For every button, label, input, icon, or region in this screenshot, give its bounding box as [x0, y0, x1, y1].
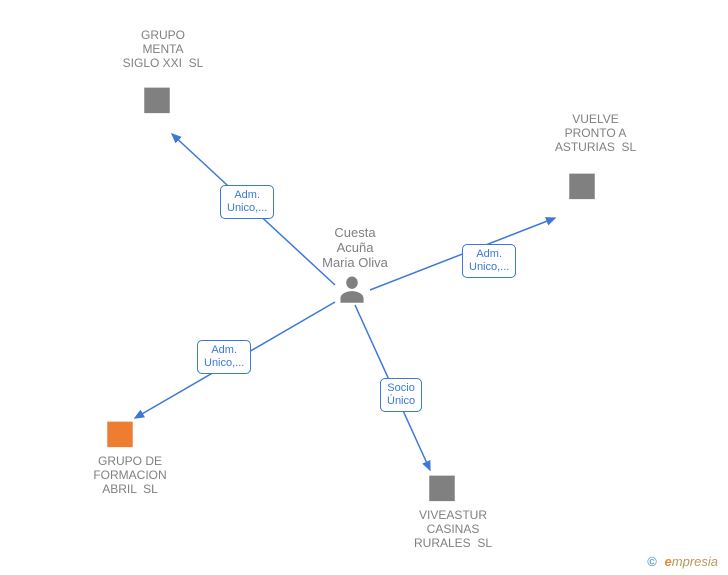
- node-label-grupo-formacion: GRUPO DE FORMACION ABRIL SL: [85, 454, 175, 496]
- node-label-viveastur: VIVEASTUR CASINAS RURALES SL: [408, 508, 498, 550]
- edge-label: Adm. Unico,...: [462, 244, 516, 278]
- copyright-symbol: ©: [647, 554, 657, 569]
- edge-label: Adm. Unico,...: [220, 185, 274, 219]
- node-label-vuelve-pronto: VUELVE PRONTO A ASTURIAS SL: [548, 112, 643, 154]
- building-icon: [425, 470, 459, 504]
- edge-label: Adm. Unico,...: [197, 340, 251, 374]
- network-diagram: { "diagram": { "type": "network", "backg…: [0, 0, 728, 575]
- edge-label: Socio Único: [380, 378, 422, 412]
- building-icon: [140, 82, 174, 116]
- brand-name: empresia: [665, 554, 718, 569]
- center-node-label: Cuesta Acuña Maria Oliva: [315, 225, 395, 270]
- watermark: © empresia: [647, 554, 718, 569]
- node-label-grupo-menta: GRUPO MENTA SIGLO XXI SL: [118, 28, 208, 70]
- person-icon: [338, 275, 366, 305]
- building-icon: [565, 168, 599, 202]
- building-icon: [103, 416, 137, 450]
